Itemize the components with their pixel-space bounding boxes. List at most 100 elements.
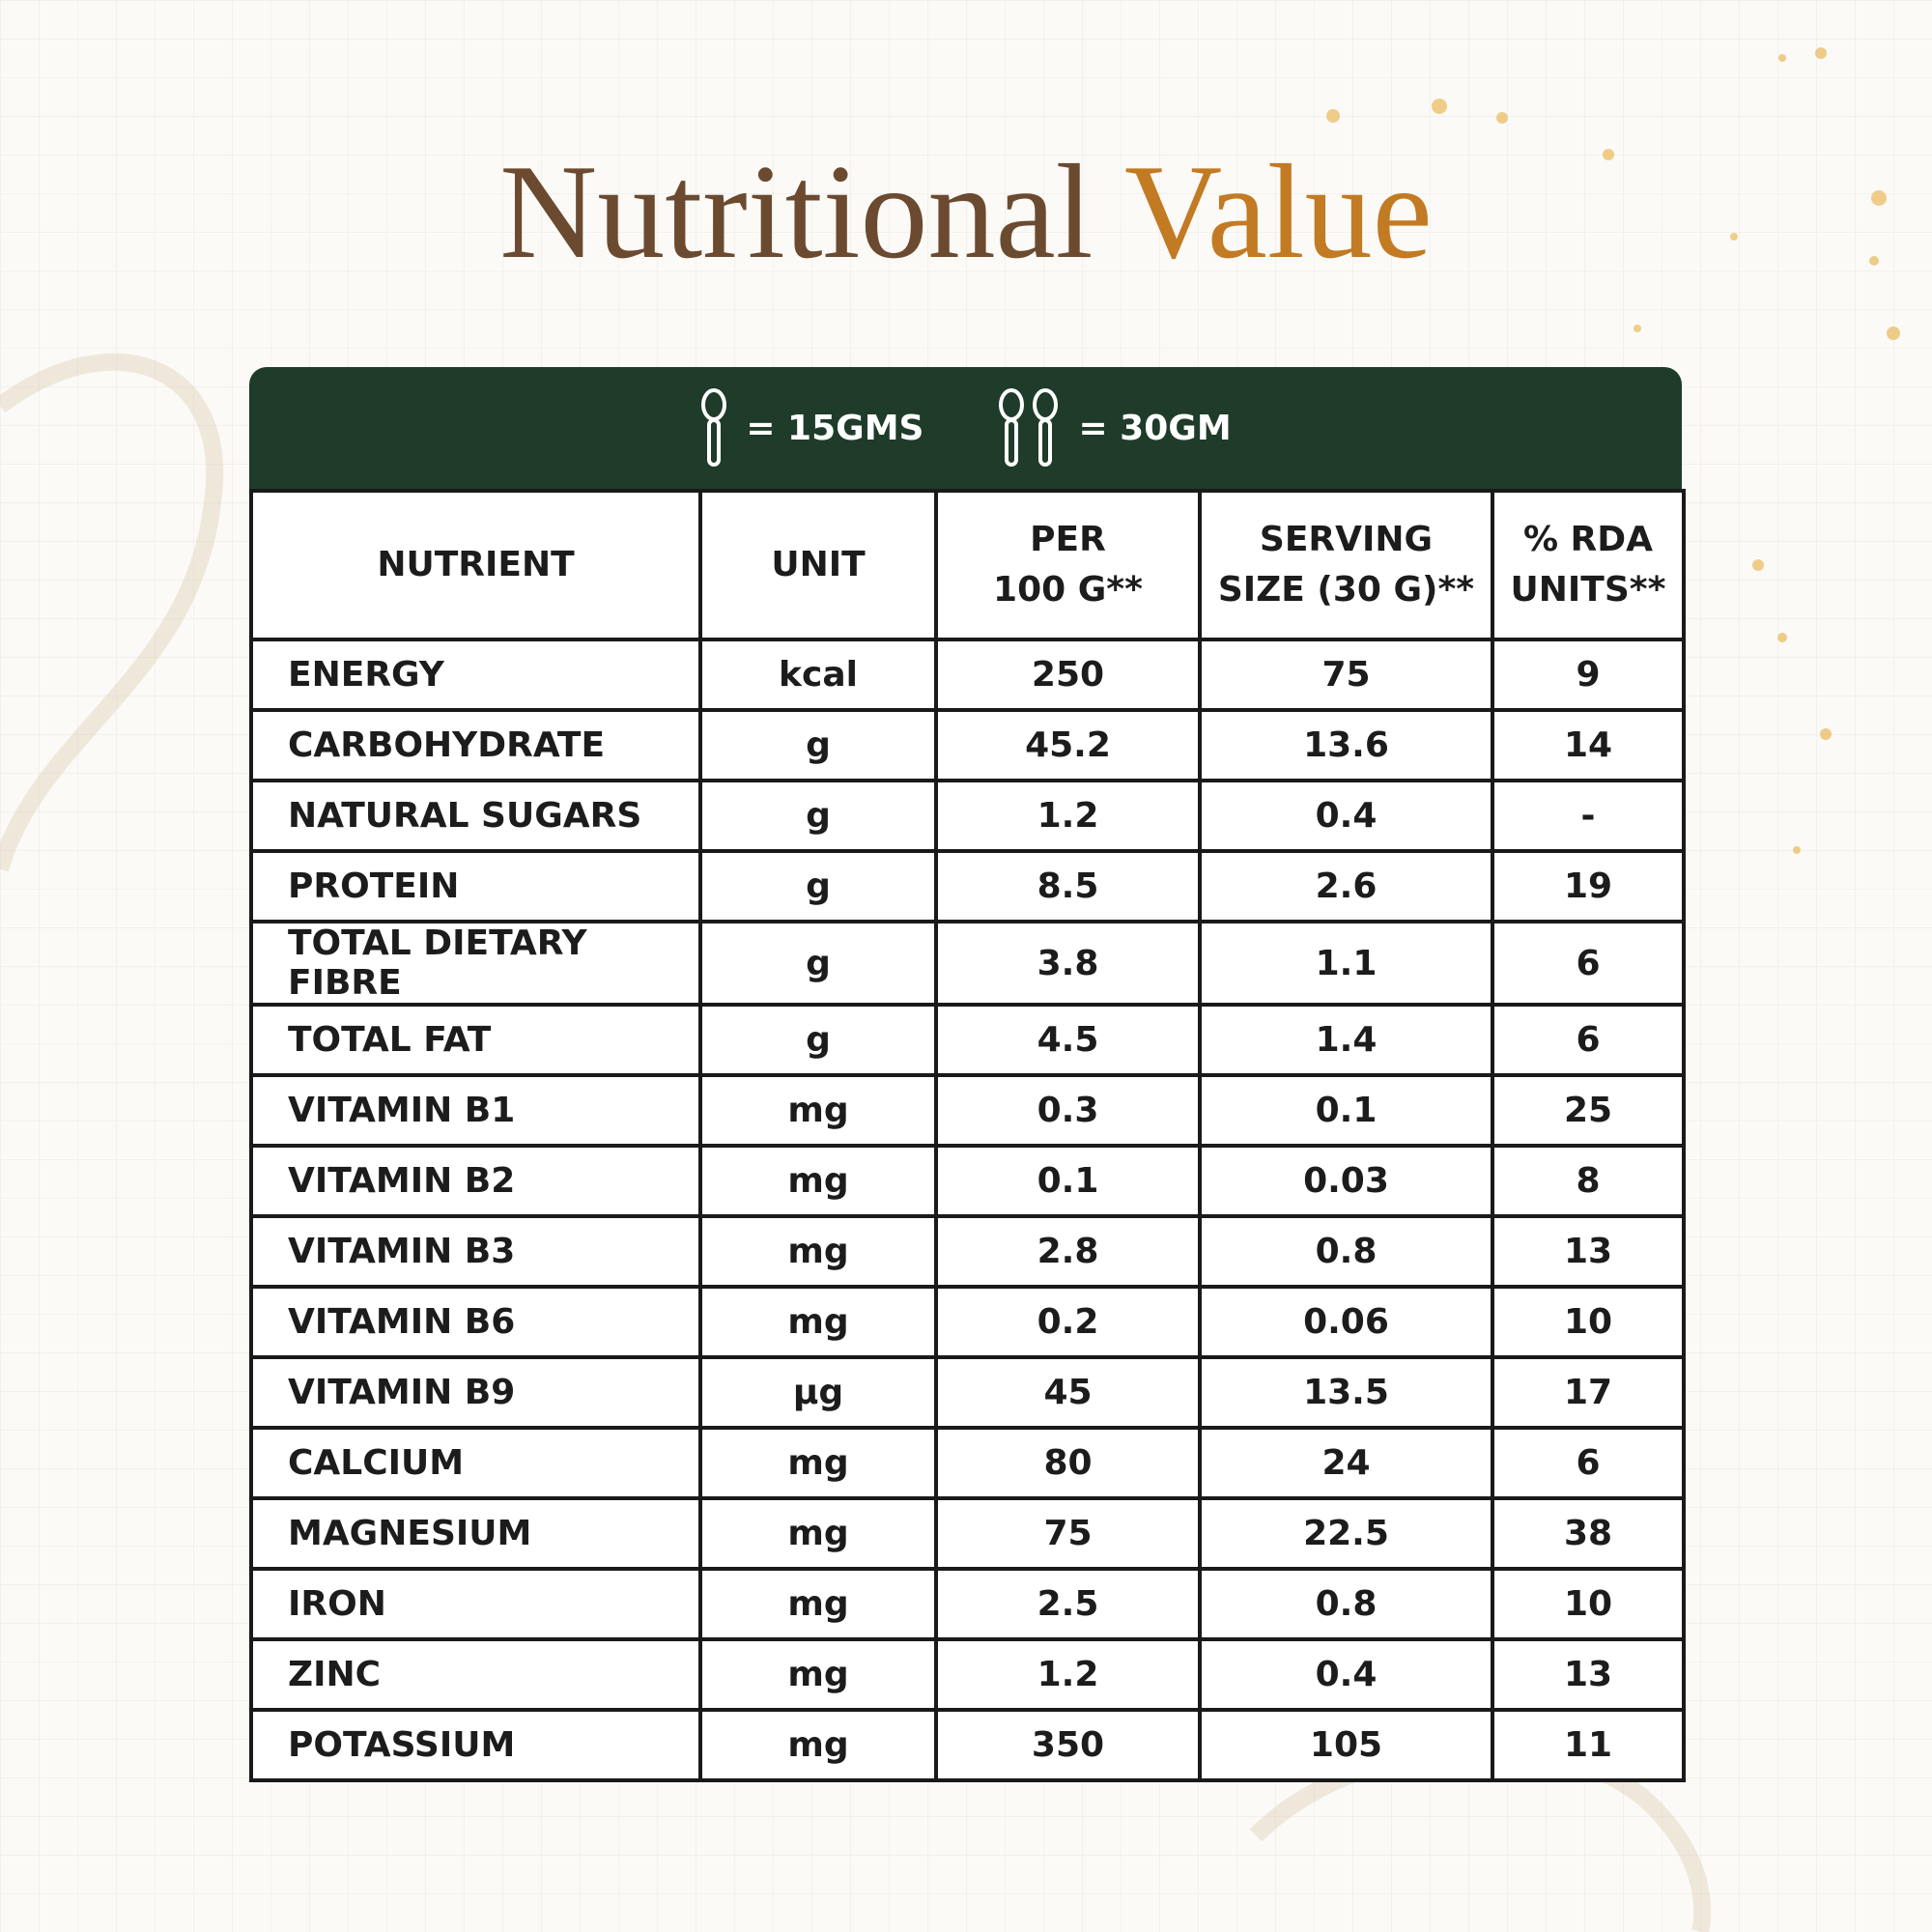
cell: 0.06 [1198, 1285, 1494, 1359]
header-row: NUTRIENT UNIT PER 100 G** SERVING SIZE (30 … [249, 489, 1686, 641]
cell: 10 [1491, 1285, 1686, 1359]
cell: 80 [934, 1426, 1202, 1500]
cell: 0.2 [934, 1285, 1202, 1359]
cell: 0.4 [1198, 1637, 1494, 1712]
cell: 2.6 [1198, 849, 1494, 923]
cell: g [698, 779, 938, 853]
cell: 9 [1491, 638, 1686, 712]
title-part: Value [1124, 137, 1433, 287]
serving-label: = 30GM [1078, 408, 1232, 448]
cell: g [698, 849, 938, 923]
nutrient-name: ZINC [249, 1637, 702, 1712]
cell: mg [698, 1567, 938, 1641]
cell: 105 [1198, 1708, 1494, 1782]
cell: 250 [934, 638, 1202, 712]
nutrient-name: IRON [249, 1567, 702, 1641]
cell: 14 [1491, 708, 1686, 782]
nutrition-card: = 15GMS = 30GM NUTRIENT UNIT PER 100 G** SE… [249, 367, 1686, 1782]
cell: 6 [1491, 1003, 1686, 1077]
spoon-icon [999, 388, 1059, 467]
cell: 38 [1491, 1496, 1686, 1571]
serving-bar: = 15GMS = 30GM [249, 367, 1682, 489]
title-part: Nutritional [499, 137, 1094, 287]
table-row: TOTAL DIETARY FIBRE g 3.8 1.1 6 [249, 920, 1686, 1007]
cell: kcal [698, 638, 938, 712]
table-row: POTASSIUM mg 350 105 11 [249, 1708, 1686, 1782]
cell: 13.5 [1198, 1355, 1494, 1430]
column-header: NUTRIENT [249, 489, 702, 641]
cell: 3.8 [934, 920, 1202, 1007]
cell: 0.1 [1198, 1073, 1494, 1148]
cell: 0.1 [934, 1144, 1202, 1218]
table-row: VITAMIN B1 mg 0.3 0.1 25 [249, 1073, 1686, 1148]
cell: 0.8 [1198, 1214, 1494, 1289]
table-row: MAGNESIUM mg 75 22.5 38 [249, 1496, 1686, 1571]
cell: g [698, 1003, 938, 1077]
cell: 75 [934, 1496, 1202, 1571]
nutrient-name: POTASSIUM [249, 1708, 702, 1782]
nutrient-name: VITAMIN B1 [249, 1073, 702, 1148]
cell: 0.03 [1198, 1144, 1494, 1218]
serving-label: = 15GMS [746, 408, 924, 448]
column-header: UNIT [698, 489, 938, 641]
cell: 24 [1198, 1426, 1494, 1500]
table-body: ENERGY kcal 250 75 9 CARBOHYDRATE g 45.2 13.6 14 N… [249, 638, 1686, 1782]
cell: 8 [1491, 1144, 1686, 1218]
nutrition-table: NUTRIENT UNIT PER 100 G** SERVING SIZE (30 … [249, 489, 1686, 1782]
nutrient-name: VITAMIN B3 [249, 1214, 702, 1289]
cell: mg [698, 1285, 938, 1359]
cell: 11 [1491, 1708, 1686, 1782]
column-header: % RDA UNITS** [1491, 489, 1686, 641]
cell: 25 [1491, 1073, 1686, 1148]
nutrient-name: VITAMIN B9 [249, 1355, 702, 1430]
cell: - [1491, 779, 1686, 853]
nutrient-name: MAGNESIUM [249, 1496, 702, 1571]
nutrient-name: PROTEIN [249, 849, 702, 923]
nutrient-name: CARBOHYDRATE [249, 708, 702, 782]
cell: mg [698, 1637, 938, 1712]
nutrient-name: VITAMIN B2 [249, 1144, 702, 1218]
cell: 45 [934, 1355, 1202, 1430]
cell: 350 [934, 1708, 1202, 1782]
title: Nutritional Value [0, 126, 1932, 299]
table-row: PROTEIN g 8.5 2.6 19 [249, 849, 1686, 923]
spoon-icon [701, 388, 727, 467]
cell: 1.2 [934, 779, 1202, 853]
cell: mg [698, 1708, 938, 1782]
cell: mg [698, 1214, 938, 1289]
cell: 13 [1491, 1637, 1686, 1712]
cell: 75 [1198, 638, 1494, 712]
cell: g [698, 920, 938, 1007]
cell: 1.1 [1198, 920, 1494, 1007]
cell: 0.4 [1198, 779, 1494, 853]
cell: mg [698, 1496, 938, 1571]
table-row: IRON mg 2.5 0.8 10 [249, 1567, 1686, 1641]
cell: 10 [1491, 1567, 1686, 1641]
cell: 17 [1491, 1355, 1686, 1430]
cell: 6 [1491, 920, 1686, 1007]
table-row: CARBOHYDRATE g 45.2 13.6 14 [249, 708, 1686, 782]
table-row: CALCIUM mg 80 24 6 [249, 1426, 1686, 1500]
cell: 4.5 [934, 1003, 1202, 1077]
cell: 8.5 [934, 849, 1202, 923]
nutrient-name: ENERGY [249, 638, 702, 712]
cell: 2.8 [934, 1214, 1202, 1289]
table-row: VITAMIN B9 µg 45 13.5 17 [249, 1355, 1686, 1430]
cell: 19 [1491, 849, 1686, 923]
table-row: ZINC mg 1.2 0.4 13 [249, 1637, 1686, 1712]
cell: µg [698, 1355, 938, 1430]
cell: 2.5 [934, 1567, 1202, 1641]
table-row: TOTAL FAT g 4.5 1.4 6 [249, 1003, 1686, 1077]
nutrient-name: TOTAL DIETARY FIBRE [249, 920, 702, 1007]
cell: 0.8 [1198, 1567, 1494, 1641]
cell: 13 [1491, 1214, 1686, 1289]
cell: 0.3 [934, 1073, 1202, 1148]
table-row: ENERGY kcal 250 75 9 [249, 638, 1686, 712]
nutrient-name: CALCIUM [249, 1426, 702, 1500]
nutrient-name: VITAMIN B6 [249, 1285, 702, 1359]
table-row: VITAMIN B3 mg 2.8 0.8 13 [249, 1214, 1686, 1289]
cell: 1.2 [934, 1637, 1202, 1712]
column-header: SERVING SIZE (30 G)** [1198, 489, 1494, 641]
cell: 45.2 [934, 708, 1202, 782]
